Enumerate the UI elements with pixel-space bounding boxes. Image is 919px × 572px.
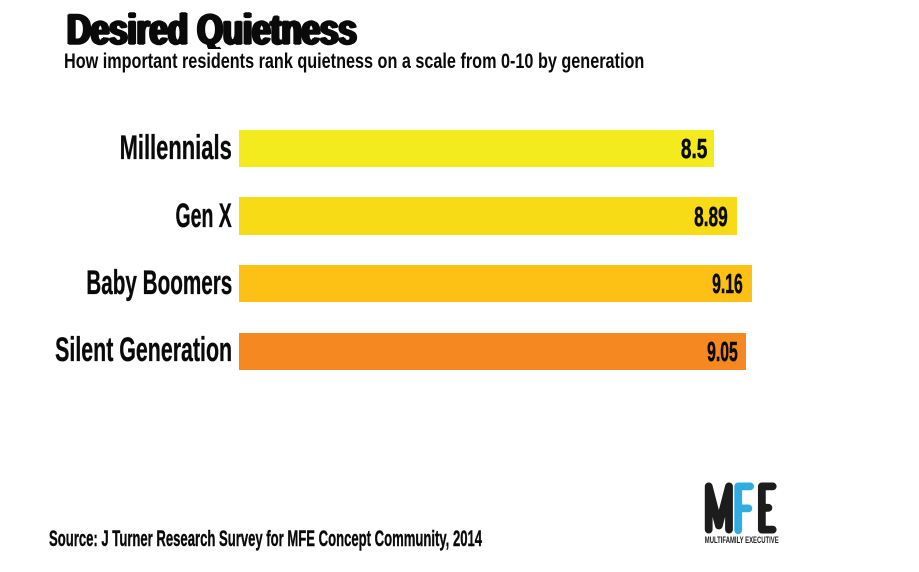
svg-text:MULTIFAMILY EXECUTIVE: MULTIFAMILY EXECUTIVE (705, 535, 779, 546)
